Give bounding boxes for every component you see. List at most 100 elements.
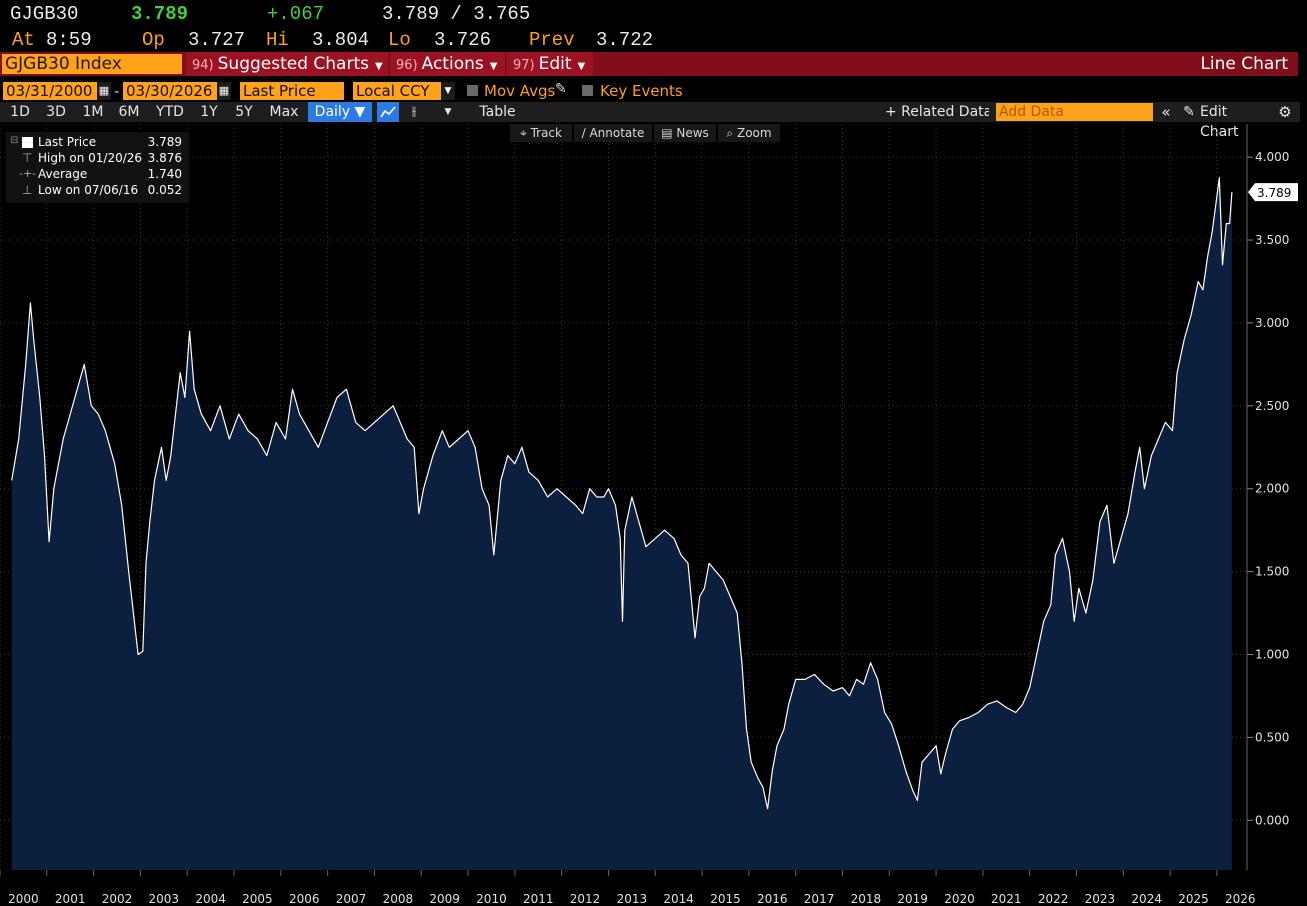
calendar-icon[interactable]: ▦ <box>97 82 111 100</box>
series-area <box>11 177 1232 870</box>
bar-chart-icon[interactable]: ⫲ <box>411 104 417 119</box>
mov-avgs-label: Mov Avgs <box>484 82 556 100</box>
quote-line-secondary: At 8:59 Op 3.727 Hi 3.804 Lo 3.726 Prev … <box>0 29 1307 53</box>
end-date-input[interactable]: 03/30/2026 <box>123 82 217 100</box>
range-1m-button[interactable]: 1M <box>82 104 104 120</box>
y-tick-label: 0.000 <box>1255 813 1289 827</box>
gear-icon[interactable]: ⚙ <box>1278 103 1292 121</box>
range-1d-button[interactable]: 1D <box>10 104 30 120</box>
range-max-button[interactable]: Max <box>269 104 299 120</box>
chevron-down-icon[interactable]: ▼ <box>441 82 455 100</box>
x-tick-label: 2005 <box>242 892 273 906</box>
pencil-icon[interactable]: ✎ <box>1183 104 1195 120</box>
y-tick-label: 1.000 <box>1255 647 1289 661</box>
legend-value: 1.740 <box>147 167 182 181</box>
legend-label: Last Price <box>38 135 97 149</box>
x-tick-label: 2002 <box>102 892 133 906</box>
range-5y-button[interactable]: 5Y <box>235 104 253 120</box>
zoom-label: Zoom <box>736 126 772 140</box>
edit-chart-button[interactable]: Edit Chart <box>1200 104 1239 140</box>
x-tick-label: 2026 <box>1225 892 1256 906</box>
last-value-badge <box>1248 183 1298 202</box>
x-tick-label: 2013 <box>617 892 648 906</box>
edit-menu[interactable]: 97) Edit ▼ <box>507 52 593 76</box>
security-input[interactable]: GJGB30 Index <box>2 54 182 74</box>
key-events-checkbox[interactable] <box>582 85 593 96</box>
frequency-select[interactable]: Daily ▼ <box>308 102 372 122</box>
legend-label: Low on 07/06/16 <box>38 183 139 197</box>
collapse-icon[interactable]: « <box>1161 103 1171 121</box>
low-value: 3.726 <box>434 29 492 51</box>
x-tick-label: 2003 <box>149 892 180 906</box>
menu-number: 96) <box>396 58 418 73</box>
low-marker-icon: ⊥ <box>22 183 33 197</box>
annotate-button[interactable]: ∕ Annotate <box>574 124 652 142</box>
last-value-label: 3.789 <box>1257 186 1291 200</box>
x-tick-label: 2001 <box>55 892 86 906</box>
high-value: 3.804 <box>312 29 370 51</box>
legend-row-low: ⊥ Low on 07/06/16 0.052 <box>6 182 189 198</box>
prev-label: Prev <box>529 29 575 51</box>
net-change: +.067 <box>267 3 325 25</box>
legend-value: 3.789 <box>147 135 182 149</box>
menu-label: Suggested Charts <box>217 54 369 74</box>
range-6m-button[interactable]: 6M <box>118 104 140 120</box>
x-tick-label: 2019 <box>897 892 928 906</box>
y-tick-label: 3.000 <box>1255 316 1289 330</box>
legend-label: High on 01/20/26 <box>38 151 143 165</box>
average-marker-icon: -+- <box>19 167 37 180</box>
legend-value: 3.876 <box>147 151 182 165</box>
chevron-down-icon: ▼ <box>374 61 383 72</box>
legend-row-last-price[interactable]: ⊟ Last Price 3.789 <box>6 134 189 150</box>
range-1y-button[interactable]: 1Y <box>200 104 218 120</box>
annotate-label: Annotate <box>589 126 645 140</box>
y-tick-label: 0.500 <box>1255 730 1289 744</box>
prev-value: 3.722 <box>596 29 654 51</box>
mov-avgs-checkbox[interactable] <box>467 85 478 96</box>
chevron-down-icon[interactable]: ▼ <box>444 107 452 117</box>
currency-select[interactable]: Local CCY <box>353 82 441 100</box>
pencil-icon[interactable]: ✎ <box>555 81 567 97</box>
legend-row-high: ⊤ High on 01/20/26 3.876 <box>6 150 189 166</box>
suggested-charts-menu[interactable]: 94) Suggested Charts ▼ <box>186 52 388 76</box>
key-events-label: Key Events <box>600 82 683 100</box>
line-chart-icon[interactable] <box>377 102 399 122</box>
x-tick-label: 2017 <box>804 892 835 906</box>
range-ytd-button[interactable]: YTD <box>156 104 184 120</box>
actions-menu[interactable]: 96) Actions ▼ <box>390 52 505 76</box>
range-toolbar: 1D 3D 1M 6M YTD 1Y 5Y Max Daily ▼ ⫲ ▼ Ta… <box>0 102 1300 140</box>
menu-label: Actions <box>421 54 484 74</box>
legend-row-average: -+- Average 1.740 <box>6 166 189 182</box>
series-swatch <box>22 137 33 148</box>
date-separator: - <box>114 82 120 100</box>
y-tick-label: 4.000 <box>1255 150 1289 164</box>
zoom-button[interactable]: ⌕ Zoom <box>718 124 780 142</box>
x-tick-label: 2018 <box>851 892 882 906</box>
start-date-input[interactable]: 03/31/2000 <box>3 82 97 100</box>
x-tick-label: 2008 <box>383 892 414 906</box>
news-button[interactable]: ▤ News <box>654 124 716 142</box>
menu-number: 94) <box>192 58 214 73</box>
open-label: Op <box>142 29 165 51</box>
field-select[interactable]: Last Price <box>240 82 344 100</box>
calendar-icon[interactable]: ▦ <box>217 82 231 100</box>
quote-line-primary: GJGB30 3.789 +.067 3.789 / 3.765 <box>0 3 1307 27</box>
x-tick-label: 2011 <box>523 892 554 906</box>
open-value: 3.727 <box>188 29 246 51</box>
chevron-down-icon: ▼ <box>577 61 586 72</box>
last-price: 3.789 <box>131 3 189 25</box>
add-data-input[interactable]: Add Data <box>996 103 1153 121</box>
y-tick-label: 2.000 <box>1255 482 1289 496</box>
table-button[interactable]: Table <box>479 104 516 120</box>
x-tick-label: 2004 <box>195 892 226 906</box>
track-button[interactable]: ⌖ Track <box>510 124 572 142</box>
tree-toggle-icon[interactable]: ⊟ <box>10 135 19 146</box>
time-label: At <box>12 29 35 51</box>
chart-legend: ⊟ Last Price 3.789 ⊤ High on 01/20/26 3.… <box>6 132 189 203</box>
date-range-row: 03/31/2000 ▦ - 03/30/2026 ▦ Last Price L… <box>0 81 1307 101</box>
x-tick-label: 2022 <box>1038 892 1069 906</box>
x-tick-label: 2009 <box>429 892 460 906</box>
range-3d-button[interactable]: 3D <box>46 104 66 120</box>
related-data-button[interactable]: + Related Data <box>885 104 989 120</box>
